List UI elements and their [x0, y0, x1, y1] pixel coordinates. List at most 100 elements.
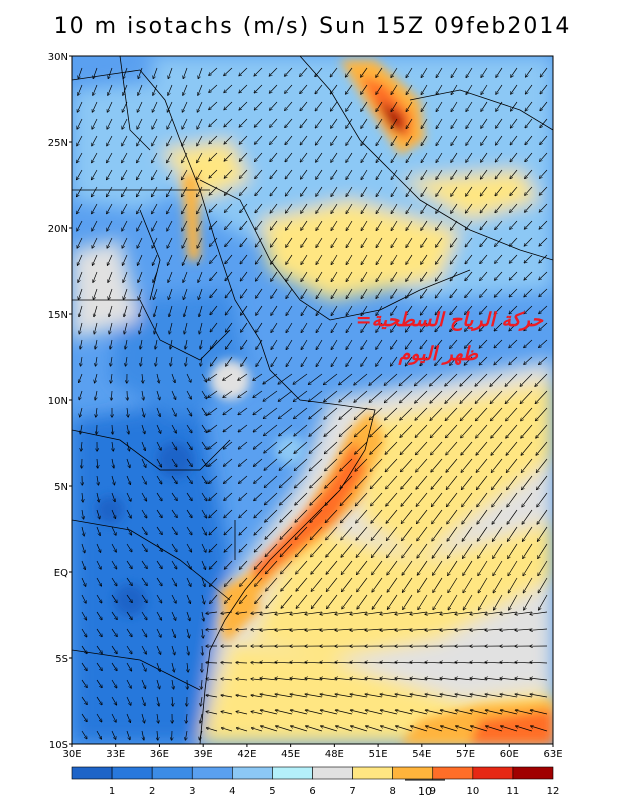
- wind-arrow: [448, 594, 458, 610]
- wind-arrow: [138, 67, 143, 78]
- wind-arrow: [510, 135, 518, 145]
- wind-arrow: [331, 288, 338, 298]
- wind-arrow: [182, 152, 188, 163]
- longitude-label: 60E: [500, 749, 519, 760]
- wind-arrow: [96, 577, 101, 586]
- wind-arrow: [481, 84, 488, 94]
- wind-arrow: [286, 254, 293, 264]
- wind-arrow: [137, 135, 143, 146]
- wind-arrow: [124, 322, 128, 334]
- wind-arrow: [521, 441, 533, 455]
- wind-arrow: [451, 84, 458, 94]
- wind-arrow: [475, 390, 488, 403]
- wind-arrow: [126, 492, 131, 501]
- wind-arrow: [156, 492, 162, 501]
- wind-arrow: [301, 237, 308, 247]
- wind-arrow: [241, 356, 248, 366]
- wind-arrow: [460, 390, 473, 403]
- wind-arrow: [266, 594, 278, 608]
- wind-arrow: [538, 526, 548, 541]
- wind-arrow: [224, 543, 233, 552]
- wind-arrow: [197, 118, 203, 129]
- wind-arrow: [126, 458, 130, 468]
- wind-arrow: [141, 492, 147, 501]
- wind-arrow: [112, 441, 113, 451]
- wind-arrow: [126, 577, 132, 585]
- wind-arrow: [156, 373, 159, 383]
- wind-arrow: [209, 458, 218, 466]
- wind-arrow: [198, 67, 203, 78]
- wind-arrow: [77, 220, 83, 231]
- wind-arrow: [346, 288, 353, 298]
- wind-arrow: [462, 492, 473, 507]
- wind-arrow: [239, 67, 248, 76]
- wind-arrow: [170, 339, 172, 349]
- wind-arrow: [509, 288, 518, 297]
- wind-arrow: [240, 169, 248, 178]
- wind-arrow: [183, 288, 188, 299]
- wind-arrow: [225, 203, 233, 212]
- wind-arrow: [138, 84, 143, 95]
- wind-arrow: [239, 135, 248, 144]
- wind-arrow: [417, 509, 428, 523]
- coastlines: [72, 56, 553, 744]
- wind-arrow: [385, 407, 398, 420]
- wind-arrow: [492, 509, 503, 524]
- wind-arrow: [324, 407, 338, 419]
- wind-arrow: [331, 322, 338, 332]
- wind-arrow: [280, 543, 293, 557]
- wind-arrow: [371, 509, 383, 523]
- wind-arrow: [154, 322, 158, 334]
- wind-arrow: [506, 458, 518, 472]
- wind-arrow: [537, 492, 548, 507]
- wind-arrow: [263, 390, 278, 401]
- wind-arrow: [416, 492, 428, 506]
- wind-arrow: [341, 526, 353, 540]
- wind-arrow: [372, 560, 383, 575]
- wind-vectors: [77, 67, 548, 740]
- wind-arrow: [264, 407, 278, 418]
- wind-arrow: [401, 458, 413, 472]
- wind-arrow: [209, 152, 218, 161]
- wind-arrow: [406, 152, 413, 162]
- wind-arrow: [356, 543, 368, 557]
- wind-arrow: [82, 509, 84, 519]
- wind-arrow: [238, 390, 248, 397]
- wind-arrow: [182, 169, 188, 180]
- wind-arrow: [463, 543, 473, 558]
- wind-arrow: [376, 203, 383, 213]
- wind-arrow: [206, 663, 218, 664]
- wind-arrow: [431, 424, 443, 438]
- wind-arrow: [435, 305, 443, 315]
- wind-arrow: [391, 152, 398, 162]
- wind-arrow: [372, 543, 383, 557]
- wind-arrow: [479, 356, 488, 365]
- wind-arrow: [240, 560, 248, 569]
- wind-arrow: [209, 509, 218, 518]
- wind-arrow: [167, 186, 173, 197]
- wind-arrow: [225, 288, 233, 298]
- wind-arrow: [270, 118, 278, 127]
- wind-arrow: [186, 441, 192, 450]
- wind-arrow: [108, 254, 113, 265]
- wind-arrow: [346, 135, 353, 145]
- wind-arrow: [506, 407, 518, 421]
- wind-arrow: [137, 220, 143, 231]
- colorbar-label: 2: [149, 786, 155, 797]
- wind-arrow: [525, 101, 533, 111]
- wind-arrow: [271, 305, 278, 315]
- wind-arrow: [450, 288, 458, 298]
- wind-arrow: [478, 560, 488, 575]
- wind-arrow: [295, 492, 308, 505]
- wind-arrow: [300, 67, 308, 76]
- wind-arrow: [507, 509, 518, 524]
- wind-arrow: [391, 305, 398, 315]
- wind-arrow: [539, 305, 548, 314]
- wind-arrow: [208, 441, 218, 449]
- longitude-label: 48E: [325, 749, 344, 760]
- wind-arrow: [279, 441, 293, 453]
- wind-arrow: [171, 458, 177, 467]
- wind-arrow: [108, 84, 113, 95]
- wind-arrow: [447, 492, 458, 507]
- wind-arrow: [480, 288, 488, 297]
